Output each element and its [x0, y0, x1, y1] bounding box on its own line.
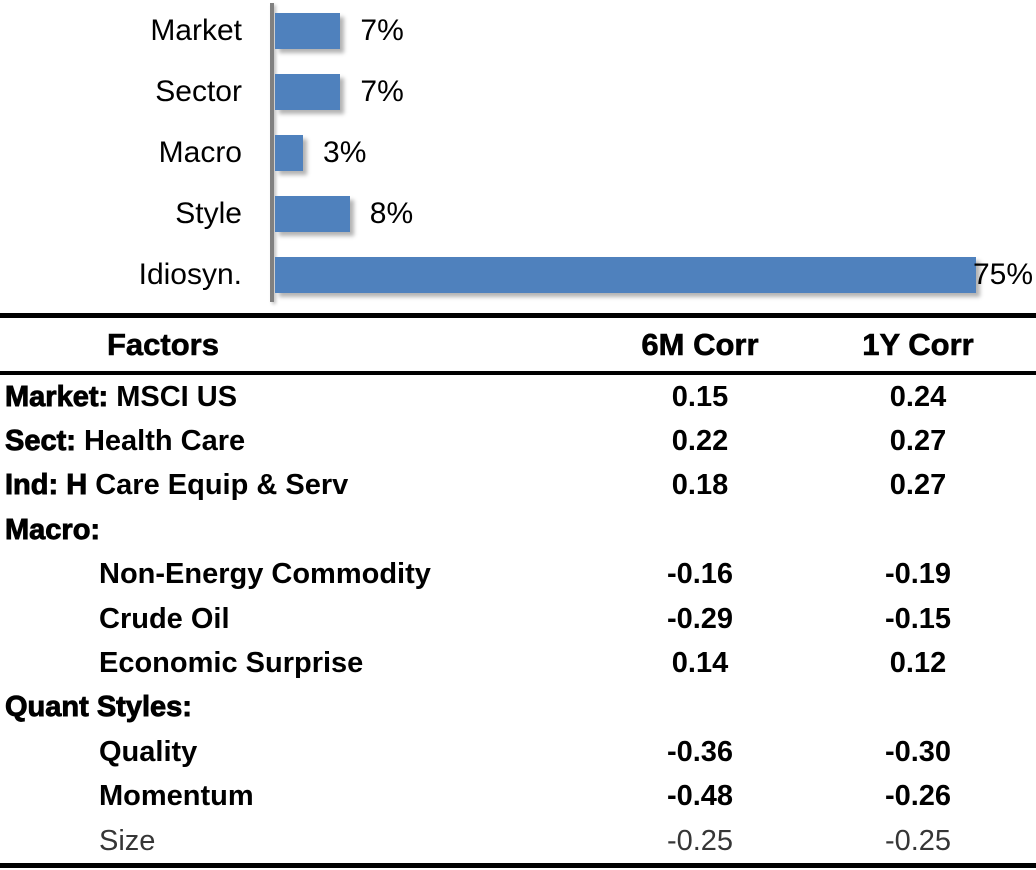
row-label: Ind: H Care Equip & Serv — [0, 469, 600, 502]
row-prefix: Market: — [5, 380, 109, 413]
table-row: Market: MSCI US 0.15 0.24 — [0, 375, 1036, 419]
corr6m-cell: -0.16 — [666, 558, 734, 591]
row-name: Economic Surprise — [99, 647, 364, 680]
bar-value-label: 75% — [972, 258, 1033, 291]
table-row: Quant Styles: — [0, 686, 1036, 730]
row-name: Crude Oil — [99, 602, 230, 635]
row-label: Momentum — [0, 780, 600, 813]
row-name: Health Care — [75, 425, 246, 458]
category-label: Idiosyn. — [138, 258, 242, 291]
bar-value-label: 7% — [360, 14, 404, 47]
bar — [275, 13, 341, 49]
row-label: Macro: — [0, 513, 600, 547]
table-body: Market: MSCI US 0.15 0.24 Sect: Health C… — [0, 375, 1036, 863]
corr6m-cell: 0.14 — [671, 647, 729, 680]
table-row: Economic Surprise 0.14 0.12 — [0, 641, 1036, 685]
table-row: Momentum -0.48 -0.26 — [0, 775, 1036, 819]
bar-value-label: 7% — [360, 75, 404, 108]
row-name: Non-Energy Commodity — [99, 558, 431, 591]
corr-table: Factors 6M Corr 1Y Corr Market: MSCI US … — [0, 313, 1036, 869]
bar — [275, 257, 976, 293]
corr6m-cell: -0.48 — [666, 780, 734, 813]
table-row: Non-Energy Commodity -0.16 -0.19 — [0, 553, 1036, 597]
row-prefix: Quant Styles: — [5, 691, 193, 724]
row-label: Market: MSCI US — [0, 380, 600, 414]
corr6m-cell: 0.18 — [671, 469, 729, 502]
row-label: Quant Styles: — [0, 691, 600, 724]
table-row: Quality -0.36 -0.30 — [0, 730, 1036, 774]
table-row: Sect: Health Care 0.22 0.27 — [0, 419, 1036, 463]
category-label: Style — [175, 197, 242, 230]
corr1y-cell: -0.19 — [884, 558, 952, 591]
category-label: Market — [150, 14, 242, 47]
table-row: Macro: — [0, 508, 1036, 552]
table-header: Factors 6M Corr 1Y Corr — [0, 318, 1036, 375]
row-prefix: Sect: — [5, 425, 77, 458]
table-row: Crude Oil -0.29 -0.15 — [0, 597, 1036, 641]
row-name: Momentum — [99, 780, 254, 813]
corr1y-cell: -0.30 — [884, 735, 952, 768]
table-row: Ind: H Care Equip & Serv 0.18 0.27 — [0, 464, 1036, 508]
table-row: Size -0.25 -0.25 — [0, 819, 1036, 863]
row-name: Care Equip & Serv — [87, 469, 349, 502]
row-prefix: Ind: H — [5, 469, 88, 502]
corr6m-cell: -0.25 — [666, 824, 734, 857]
row-label: Non-Energy Commodity — [0, 558, 600, 591]
category-label: Macro — [158, 136, 242, 169]
chart-vertical-axis — [270, 3, 274, 302]
row-name: MSCI US — [108, 380, 238, 413]
corr6m-cell: -0.29 — [666, 602, 734, 635]
row-name: Size — [99, 824, 156, 857]
row-label: Quality — [0, 736, 600, 769]
row-label: Economic Surprise — [0, 647, 600, 680]
bar-value-label: 3% — [323, 136, 367, 169]
row-name: Quality — [99, 735, 198, 768]
bar — [275, 196, 350, 232]
corr6m-cell: -0.36 — [666, 735, 734, 768]
bar — [275, 74, 341, 110]
corr1y-cell: 0.24 — [889, 380, 947, 413]
corr1y-cell: -0.25 — [884, 824, 952, 857]
row-prefix: Macro: — [5, 513, 101, 546]
bar-chart: Market 7% Sector 7% Macro 3% Style 8% Idiosyn. 75… — [0, 0, 1036, 313]
corr1y-cell: 0.12 — [889, 647, 947, 680]
corr6m-cell: 0.15 — [671, 380, 729, 413]
corr1y-cell: -0.26 — [884, 780, 952, 813]
row-label: Size — [0, 825, 600, 858]
bar — [275, 135, 304, 171]
corr6m-cell: 0.22 — [671, 425, 729, 458]
bar-value-label: 8% — [369, 197, 414, 230]
corr1y-col-header: 1Y Corr — [862, 326, 974, 362]
row-label: Crude Oil — [0, 603, 600, 636]
corr1y-cell: -0.15 — [884, 602, 952, 635]
factors-col-header: Factors — [107, 326, 220, 362]
corr6m-col-header: 6M Corr — [641, 326, 759, 362]
corr1y-cell: 0.27 — [889, 469, 947, 502]
row-label: Sect: Health Care — [0, 425, 600, 458]
corr1y-cell: 0.27 — [889, 425, 947, 458]
category-label: Sector — [155, 75, 242, 108]
